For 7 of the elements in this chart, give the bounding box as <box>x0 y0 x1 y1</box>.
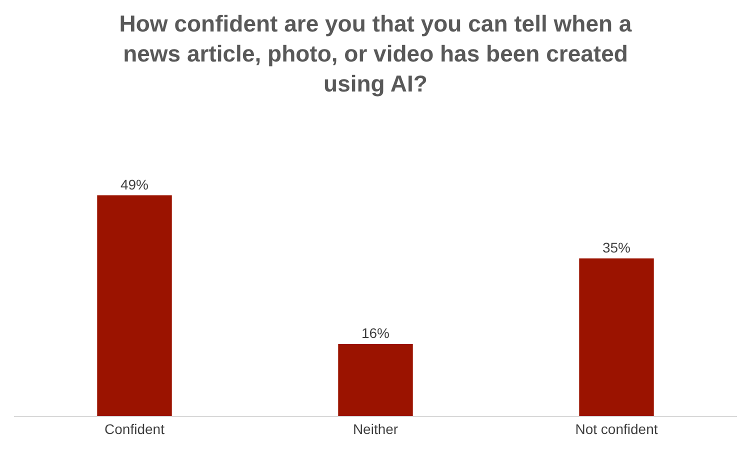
x-tick-label: Neither <box>352 420 398 437</box>
data-label: 35% <box>602 239 631 256</box>
x-tick-label: Confident <box>104 420 165 437</box>
x-tick-label: Not confident <box>575 420 658 437</box>
chart-title: How confident are you that you can tell when a news article, photo, or video has been created using AI? <box>119 10 632 96</box>
data-label: 16% <box>361 324 390 341</box>
data-label: 49% <box>120 176 149 192</box>
